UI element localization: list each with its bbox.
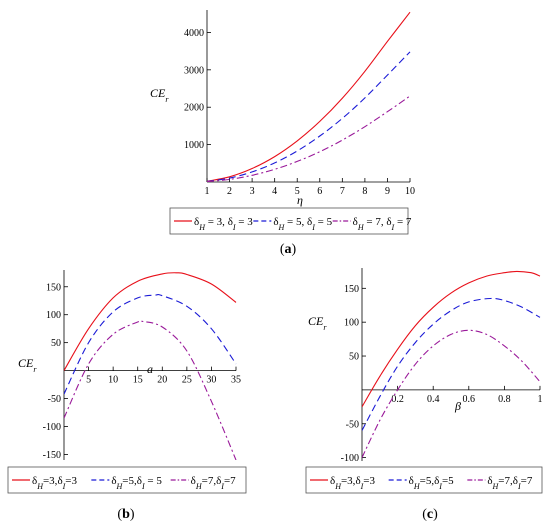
y-axis-label: CEr (308, 314, 327, 332)
y-tick-label: 50 (349, 352, 359, 363)
x-axis-label: a (147, 362, 153, 376)
x-tick-label: 1 (538, 394, 543, 405)
series-line-2 (362, 297, 541, 431)
series-line-3 (207, 95, 411, 182)
x-tick-label: 15 (133, 375, 143, 386)
x-tick-label: 6 (317, 186, 322, 197)
y-tick-label: 50 (51, 338, 61, 349)
chart-panel-c: -100 -50 50 100 150 0.2 0.4 0.6 0.8 1 CEr β δH=3,δI=… (305, 268, 543, 522)
x-tick-label: 0.6 (463, 394, 476, 405)
y-tick-label: 100 (46, 310, 61, 321)
series-line-1 (207, 11, 411, 182)
x-tick-label: 7 (340, 186, 345, 197)
series-line-3 (64, 320, 237, 460)
legend-box (7, 466, 247, 494)
x-tick-label: 10 (108, 375, 118, 386)
legend-label: δH = 5, δI = 5 (273, 216, 332, 232)
legend: δH = 3, δI = 3 δH = 5, δI = 5 δH = 7, δI =… (169, 207, 412, 235)
y-tick-label: 4000 (184, 28, 204, 39)
legend-label: δH=5,δI=5 (409, 475, 455, 491)
y-tick-label: 2000 (184, 103, 204, 114)
legend-box (305, 466, 543, 494)
x-tick-label: 25 (182, 375, 192, 386)
x-axis-label: β (454, 399, 461, 413)
x-tick-label: 1 (205, 186, 210, 197)
y-tick-label: 100 (344, 318, 359, 329)
legend-label: δH=7,δI=7 (191, 475, 237, 491)
x-tick-label: 10 (405, 186, 415, 197)
y-tick-label: -50 (48, 394, 61, 405)
panel-caption: (a) (280, 242, 297, 257)
legend: δH=3,δI=3 δH=5,δI = 5 δH=7,δI=7 (7, 466, 247, 494)
x-tick-label: 5 (86, 375, 91, 386)
x-tick-label: 3 (250, 186, 255, 197)
series-line-1 (64, 272, 237, 371)
panel-caption: (b) (117, 507, 134, 522)
x-tick-label: 9 (385, 186, 390, 197)
y-tick-label: -100 (43, 422, 61, 433)
y-tick-label: 150 (344, 284, 359, 295)
x-tick-label: 2 (227, 186, 232, 197)
x-tick-label: 35 (231, 375, 241, 386)
series-line-1 (362, 270, 541, 408)
legend-label: δH=3,δI=3 (32, 475, 78, 491)
legend-label: δH=3,δI=3 (330, 475, 376, 491)
x-tick-label: 5 (295, 186, 300, 197)
panel-caption: (c) (422, 507, 438, 522)
series-line-3 (362, 329, 541, 458)
y-tick-label: 150 (46, 282, 61, 293)
chart-panel-b: -150 -100 -50 50 100 150 5 10 15 20 25 30 35 CEr a δH=3… (7, 270, 247, 522)
y-tick-label: -150 (43, 450, 61, 461)
series-line-2 (207, 51, 411, 182)
x-axis-label: η (297, 193, 303, 207)
legend-box (169, 207, 409, 235)
legend-label: δH = 7, δI = 7 (353, 216, 412, 232)
y-tick-label: -50 (346, 419, 359, 430)
series-line-2 (64, 294, 237, 395)
legend-label: δH=7,δI=7 (487, 475, 533, 491)
x-tick-label: 4 (272, 186, 277, 197)
legend-label: δH=5,δI = 5 (111, 475, 162, 491)
x-tick-label: 8 (362, 186, 367, 197)
y-axis-label: CEr (150, 86, 169, 104)
x-tick-label: 30 (206, 375, 216, 386)
legend: δH=3,δI=3 δH=5,δI=5 δH=7,δI=7 (305, 466, 543, 494)
y-axis-label: CEr (18, 356, 37, 374)
x-tick-label: 0.2 (391, 394, 404, 405)
x-tick-label: 0.4 (427, 394, 440, 405)
y-tick-label: -100 (341, 453, 359, 464)
x-tick-label: 0.8 (498, 394, 511, 405)
y-tick-label: 3000 (184, 65, 204, 76)
x-tick-label: 20 (157, 375, 167, 386)
y-tick-label: 1000 (184, 140, 204, 151)
legend-label: δH = 3, δI = 3 (194, 216, 253, 232)
